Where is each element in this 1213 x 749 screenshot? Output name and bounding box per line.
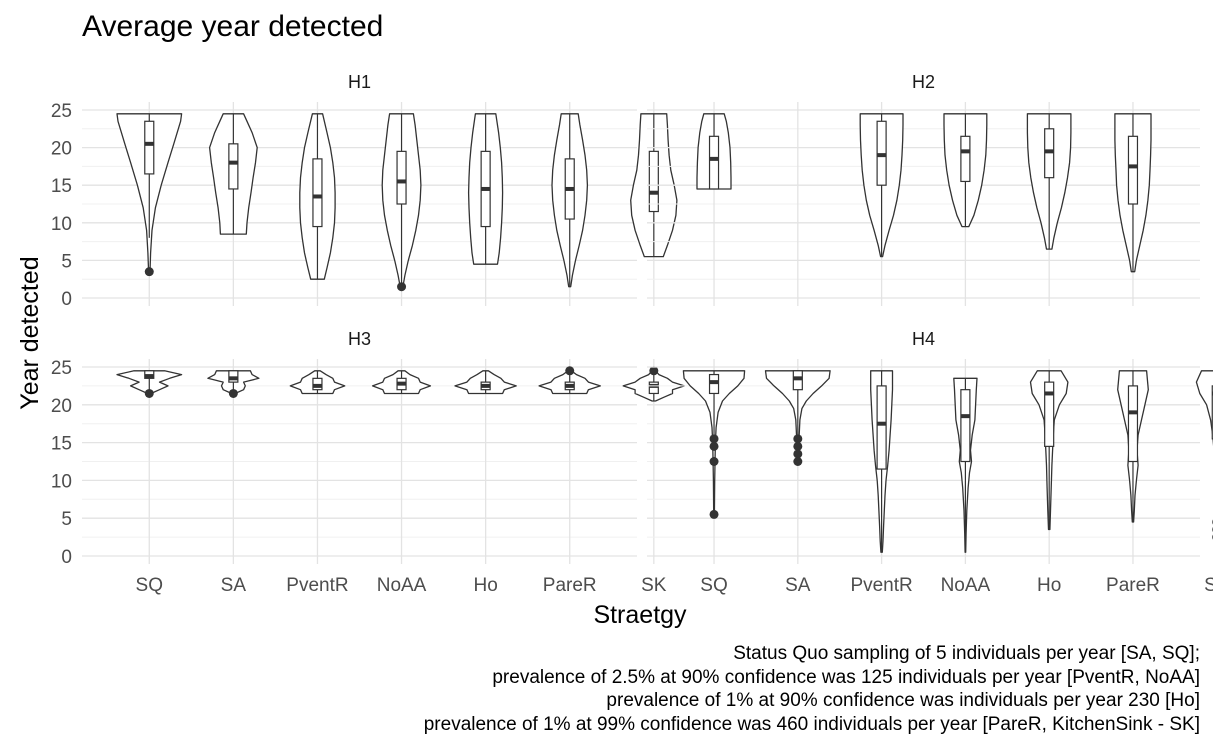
- boxplot-box: [648, 150, 659, 213]
- violin-ho: [467, 113, 504, 265]
- violin-ho: [454, 370, 517, 395]
- caption-line: prevalence of 2.5% at 90% confidence was…: [492, 666, 1200, 688]
- y-tick-label: 25: [51, 358, 72, 379]
- caption-line: prevalence of 1% at 99% confidence was 4…: [423, 713, 1200, 735]
- violin-sq: [116, 113, 183, 277]
- x-tick-label: NoAA: [377, 575, 427, 596]
- outlier-point: [228, 388, 238, 398]
- violin-noaa: [371, 370, 432, 395]
- y-tick-label: 20: [51, 396, 72, 417]
- outlier-point: [793, 457, 803, 466]
- violin-ho: [1029, 370, 1069, 531]
- outlier-point: [144, 388, 154, 398]
- violin-pventr: [870, 370, 894, 553]
- panel-strip-label: H1: [348, 72, 371, 92]
- x-axis-title: Straetgy: [593, 601, 687, 629]
- y-tick-label: 25: [51, 101, 72, 122]
- panel-h4: H4 SQ SA PventR NoAA Ho PareR SK: [647, 329, 1213, 596]
- x-tick-label: SK: [1204, 575, 1213, 596]
- x-tick-label: Ho: [473, 575, 497, 596]
- violin-parer: [1117, 370, 1149, 523]
- boxplot-box: [144, 120, 155, 175]
- violin-sq: [696, 113, 732, 190]
- caption-line: prevalence of 1% at 90% confidence was i…: [606, 690, 1200, 711]
- violin-pventr: [859, 113, 904, 258]
- violin-parer: [1114, 113, 1152, 273]
- y-tick-label: 15: [51, 434, 72, 455]
- outlier-point: [793, 449, 803, 459]
- x-tick-label: PventR: [850, 575, 912, 596]
- violin-ho: [1026, 113, 1072, 250]
- violin-noaa: [381, 113, 422, 292]
- violin-pventr: [299, 113, 336, 280]
- panel-strip-label: H3: [348, 329, 371, 349]
- y-tick-label: 20: [51, 139, 72, 160]
- violin-pventr: [289, 370, 346, 395]
- caption-line: Status Quo sampling of 5 individuals per…: [733, 643, 1200, 664]
- boxplot-box: [1044, 381, 1055, 447]
- violin-outline: [1195, 370, 1213, 447]
- x-tick-label: SK: [641, 575, 667, 596]
- boxplot-box: [960, 389, 971, 463]
- outlier-point: [397, 282, 407, 292]
- outlier-point: [649, 366, 659, 376]
- panel-strip-label: H4: [912, 329, 935, 349]
- x-tick-label: SA: [221, 575, 247, 596]
- x-tick-label: Ho: [1037, 575, 1061, 596]
- panel-strip-label: H2: [912, 72, 935, 92]
- boxplot-box: [1127, 385, 1139, 463]
- boxplot-box: [876, 385, 887, 470]
- outlier-point: [793, 434, 803, 444]
- y-tick-label: 10: [51, 214, 72, 235]
- chart-caption: Status Quo sampling of 5 individuals per…: [424, 642, 1200, 736]
- y-tick-label: 0: [61, 289, 72, 310]
- outlier-point: [709, 457, 719, 466]
- outlier-point: [709, 509, 719, 519]
- outlier-point: [144, 267, 154, 277]
- outlier-point: [709, 434, 719, 444]
- x-tick-label: NoAA: [941, 575, 991, 596]
- boxplot-box: [228, 143, 239, 190]
- violin-sa: [207, 370, 260, 398]
- violin-sk: [1195, 370, 1213, 540]
- violin-sk: [622, 366, 686, 402]
- violin-sa: [764, 370, 831, 466]
- boxplot-box: [312, 158, 323, 228]
- chart-title: Average year detected: [82, 10, 384, 43]
- x-tick-label: SQ: [700, 575, 727, 596]
- y-tick-label: 5: [61, 509, 72, 530]
- y-tick-label: 15: [51, 176, 72, 197]
- x-tick-label: SA: [785, 575, 811, 596]
- x-tick-label: PareR: [543, 575, 597, 596]
- outlier-point: [709, 441, 719, 451]
- violin-noaa: [953, 377, 978, 553]
- x-tick-label: SQ: [136, 575, 163, 596]
- y-tick-label: 0: [61, 547, 72, 568]
- violin-sq: [116, 370, 183, 398]
- x-tick-label: PareR: [1106, 575, 1160, 596]
- panel-h1: H1 0 5 10 15 20 25: [51, 72, 678, 310]
- x-tick-label: PventR: [286, 575, 348, 596]
- violin-sq: [682, 370, 746, 519]
- boxplot-box: [960, 135, 971, 183]
- y-tick-label: 5: [61, 251, 72, 272]
- outlier-point: [565, 366, 575, 376]
- violin-sa: [208, 113, 258, 235]
- boxplot-box: [708, 135, 720, 190]
- boxplot-box: [1127, 135, 1139, 205]
- boxplot-box: [396, 150, 407, 205]
- outlier-point: [793, 441, 803, 451]
- violin-parer: [538, 366, 601, 395]
- panel-h3: H3 0 5 10 15 20 25 SQ SA PventR NoAA Ho PareR SK: [51, 329, 686, 596]
- panel-h2: H2: [647, 72, 1200, 306]
- violin-parer: [551, 113, 589, 288]
- y-axis-title: Year detected: [16, 256, 44, 409]
- violin-noaa: [943, 113, 988, 228]
- y-tick-label: 10: [51, 471, 72, 492]
